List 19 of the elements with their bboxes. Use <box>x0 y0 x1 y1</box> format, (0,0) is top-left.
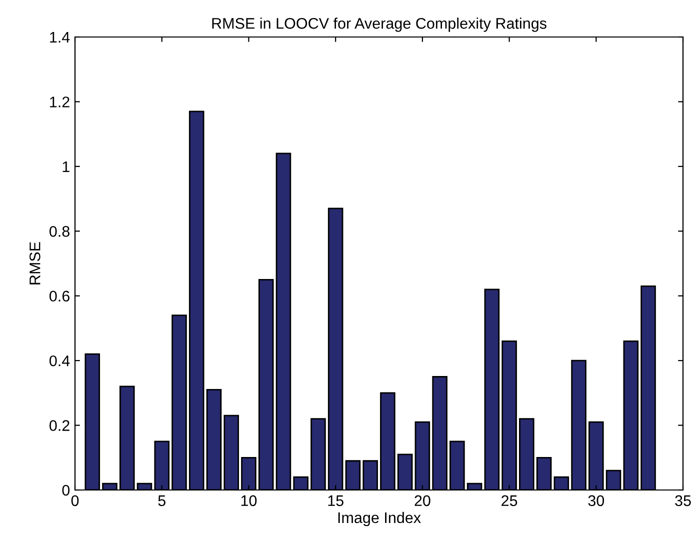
x-tick-label: 25 <box>502 495 518 506</box>
y-tick-label: 1.4 <box>50 32 70 43</box>
y-tick-label: 1 <box>62 161 70 172</box>
x-axis-title: Image Index <box>338 512 421 526</box>
x-tick-label: 0 <box>71 495 79 506</box>
x-tick-label: 35 <box>675 495 691 506</box>
x-tick-label: 5 <box>158 495 166 506</box>
x-tick-label: 30 <box>588 495 604 506</box>
y-tick-label: 0.4 <box>50 355 70 366</box>
x-tick-label: 10 <box>241 495 257 506</box>
chart-title: RMSE in LOOCV for Average Complexity Ratings <box>212 18 546 32</box>
y-tick-label: 0.8 <box>50 226 70 237</box>
x-tick-label: 15 <box>328 495 344 506</box>
y-tick-label: 0.2 <box>50 420 70 431</box>
y-tick-label: 1.2 <box>50 96 70 108</box>
x-tick-label: 20 <box>414 495 430 506</box>
y-axis-title: RMSE <box>30 242 40 284</box>
y-tick-label: 0 <box>62 484 70 496</box>
y-tick-label: 0.6 <box>50 290 70 302</box>
